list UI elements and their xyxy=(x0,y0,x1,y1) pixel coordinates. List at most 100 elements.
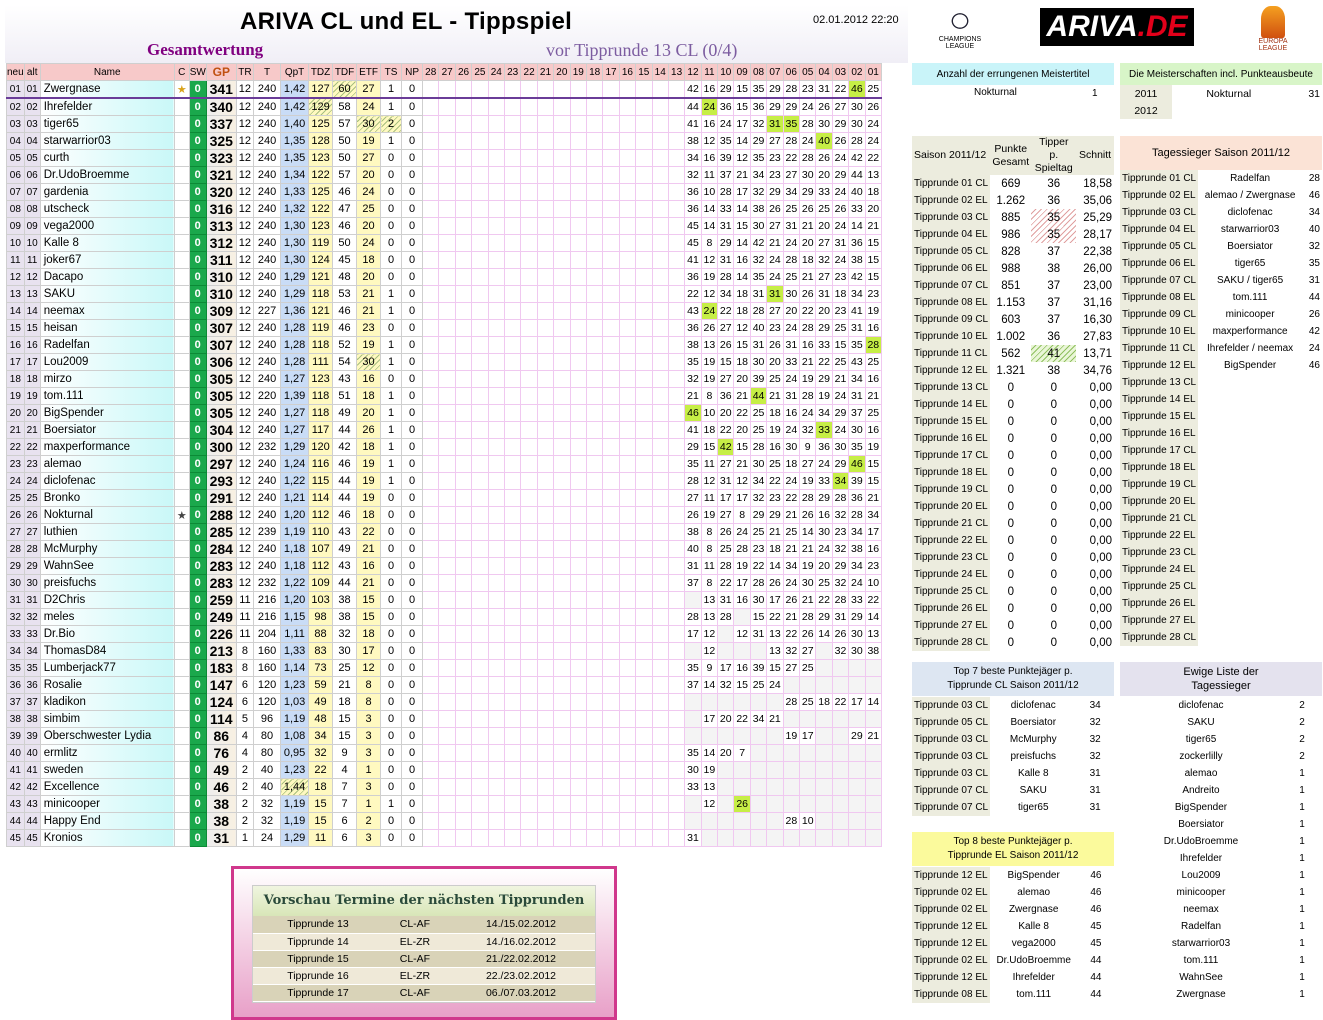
average: 0,00 xyxy=(1089,449,1112,462)
round-score-empty xyxy=(651,778,669,796)
round-score-empty xyxy=(602,574,620,592)
player-name[interactable]: Kalle 8 xyxy=(39,234,175,252)
round-score xyxy=(749,795,768,813)
player-name[interactable]: Ihrefelder xyxy=(39,97,175,116)
player-name[interactable]: Rosalie xyxy=(39,676,175,694)
player-name[interactable]: Radelfan xyxy=(39,336,175,354)
player-name[interactable]: ThomasD84 xyxy=(39,642,175,660)
round-score-empty xyxy=(569,455,587,473)
champion-mark xyxy=(173,557,190,575)
ts-value: 1 xyxy=(380,132,403,150)
player-name[interactable]: sweden xyxy=(39,761,175,779)
player-name[interactable]: BigSpender xyxy=(39,404,175,422)
player-name[interactable]: maxperformance xyxy=(39,438,175,456)
player-name[interactable]: Zwergnase xyxy=(39,80,175,99)
champion-mark xyxy=(173,438,190,456)
player-name[interactable]: SAKU xyxy=(39,285,175,303)
player-name[interactable]: Lumberjack77 xyxy=(39,659,175,677)
etf-value: 21 xyxy=(356,574,382,592)
round-score-empty xyxy=(618,421,637,439)
round-score: 29 xyxy=(831,557,850,575)
round-score-empty xyxy=(618,387,637,405)
player-name[interactable]: Nokturnal xyxy=(39,506,175,524)
ts-value: 0 xyxy=(380,183,403,201)
player-name[interactable]: starwarrior03 xyxy=(39,132,175,150)
player-name[interactable]: Dacapo xyxy=(39,268,175,286)
player-name[interactable]: joker67 xyxy=(39,251,175,269)
etf-value: 21 xyxy=(356,540,382,558)
player-name[interactable]: WahnSee xyxy=(39,557,175,575)
round-score-empty xyxy=(438,608,456,626)
table-row: 41 41 sweden 0 49 2 40 1,23 22 4 1 0 0 30 19 xyxy=(6,761,882,779)
player-name[interactable]: utscheck xyxy=(39,200,175,218)
round-score-empty xyxy=(618,523,637,541)
ts-value: 0 xyxy=(380,659,403,677)
player-name[interactable]: Kronios xyxy=(39,829,175,847)
round-score-empty xyxy=(422,200,440,218)
player-name[interactable]: D2Chris xyxy=(39,591,175,609)
points-per-tip: 1,28 xyxy=(280,336,310,354)
player-name[interactable]: mirzo xyxy=(39,370,175,388)
player-name[interactable]: ermlitz xyxy=(39,744,175,762)
total-points: 310 xyxy=(205,268,237,286)
player-name: Boersiator xyxy=(1010,717,1057,728)
round-score-empty xyxy=(503,455,522,473)
player-name[interactable]: curth xyxy=(39,149,175,167)
tips-count: 240 xyxy=(253,251,282,269)
player-name[interactable]: minicooper xyxy=(39,795,175,813)
player-name[interactable]: McMurphy xyxy=(39,540,175,558)
points-per-tip: 1,30 xyxy=(280,217,310,235)
round-score-empty xyxy=(454,574,473,592)
player-name[interactable]: Dr.UdoBroemme xyxy=(39,166,175,184)
round-score: 42 xyxy=(684,80,702,99)
player-name[interactable]: neemax xyxy=(39,302,175,320)
winner-points xyxy=(1302,442,1322,459)
meister-points-table: 2011 Nokturnal 31 2012 xyxy=(1120,85,1322,119)
player-name[interactable]: Dr.Bio xyxy=(39,625,175,643)
round-score-empty xyxy=(503,506,522,524)
round-score-empty xyxy=(667,540,686,558)
round-score: 46 xyxy=(684,404,702,422)
player-name[interactable]: tom.111 xyxy=(39,387,175,405)
round-score-empty xyxy=(618,557,637,575)
daily-winner-table: Tipprunde 01 CL Radelfan 28 Tipprunde 02 EL… xyxy=(1120,170,1322,646)
player-name[interactable]: meles xyxy=(39,608,175,626)
round-label: Tipprunde 07 CL xyxy=(912,277,991,294)
player-name[interactable]: kladikon xyxy=(39,693,175,711)
player-name[interactable]: Excellence xyxy=(39,778,175,796)
round-score-empty xyxy=(635,795,653,813)
player-name[interactable]: Boersiator xyxy=(39,421,175,439)
points-per-tip: 1,24 xyxy=(280,455,310,473)
rounds-count: 2 xyxy=(235,795,255,813)
player-name[interactable]: gardenia xyxy=(39,183,175,201)
round-score-empty xyxy=(422,472,440,490)
player-name[interactable]: alemao xyxy=(39,455,175,473)
round-score: 19 xyxy=(700,370,719,388)
tdz-value: 118 xyxy=(308,285,334,303)
table-row: Tipprunde 28 CL xyxy=(1120,629,1322,646)
player-name[interactable]: heisan xyxy=(39,319,175,337)
player-name[interactable]: tiger65 xyxy=(39,115,175,133)
player-name[interactable]: preisfuchs xyxy=(39,574,175,592)
player-name[interactable]: simbim xyxy=(39,710,175,728)
player-name[interactable]: Oberschwester Lydia xyxy=(39,727,175,745)
round-score: 22 xyxy=(831,80,850,99)
round-score-empty xyxy=(667,795,686,813)
table-row: Tipprunde 03 CL diclofenac 34 xyxy=(912,697,1114,714)
round-score: 29 xyxy=(766,183,784,201)
round-score-empty xyxy=(487,97,506,116)
round-score-empty xyxy=(454,132,473,150)
round-score: 14 xyxy=(700,200,719,218)
round-score-empty xyxy=(503,115,522,133)
winner-name xyxy=(1198,544,1302,561)
round-score-empty xyxy=(503,676,522,694)
ariva-logo[interactable]: ARIVA.DE xyxy=(1040,8,1194,46)
round-score-empty xyxy=(585,251,604,269)
player-name[interactable]: vega2000 xyxy=(39,217,175,235)
player-name[interactable]: Lou2009 xyxy=(39,353,175,371)
player-name[interactable]: diclofenac xyxy=(39,472,175,490)
tdf-value: 47 xyxy=(332,200,358,218)
player-name[interactable]: Bronko xyxy=(39,489,175,507)
player-name[interactable]: luthien xyxy=(39,523,175,541)
player-name[interactable]: Happy End xyxy=(39,812,175,830)
